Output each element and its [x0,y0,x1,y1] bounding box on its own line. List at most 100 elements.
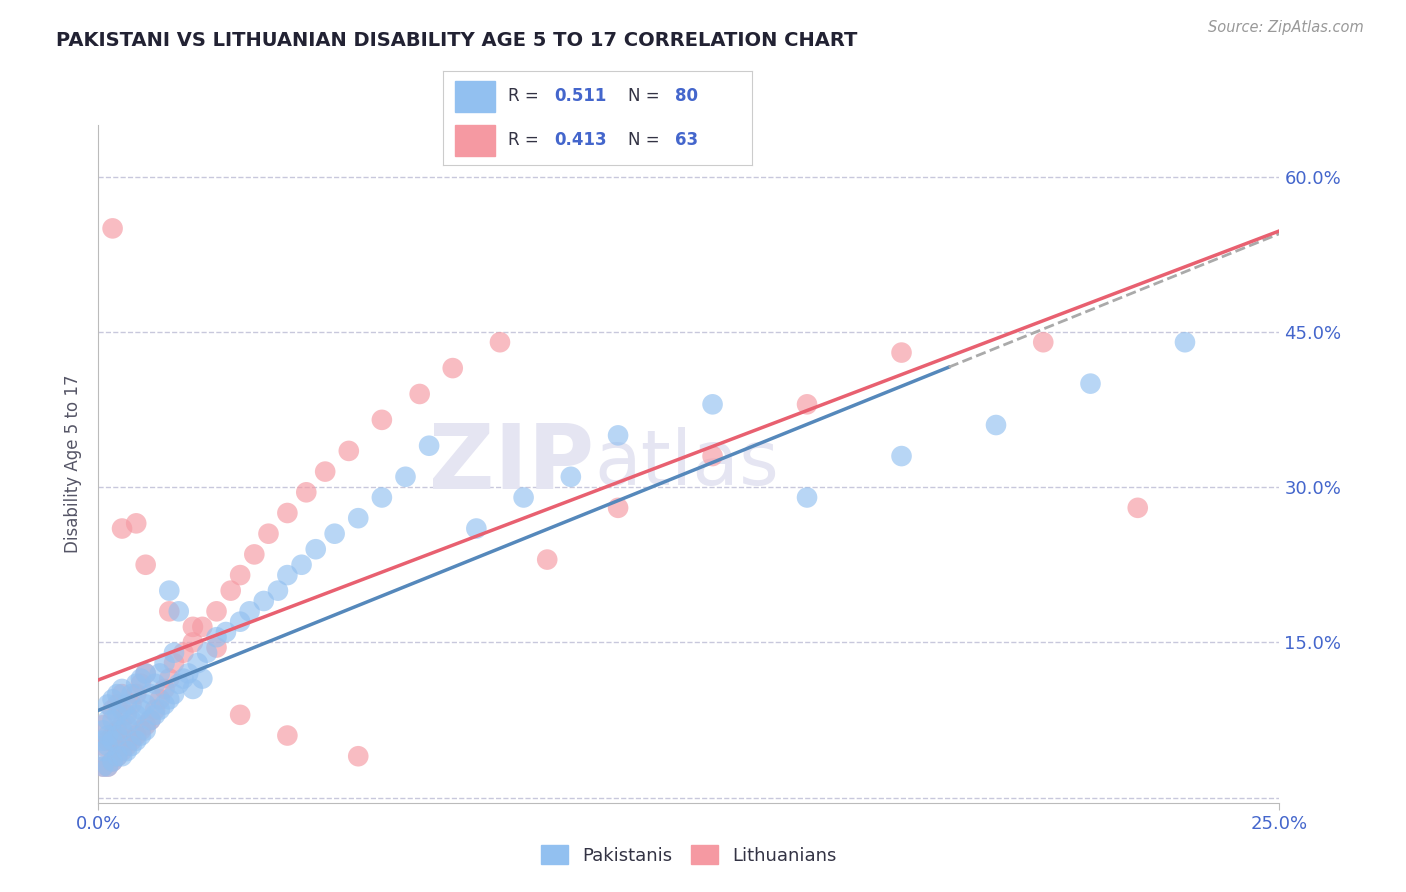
Point [1080,376,1102,391]
Text: 0.511: 0.511 [554,87,606,105]
Point [890,449,912,463]
Point [101,692,124,706]
Point [205,630,228,644]
Point [441,361,464,376]
Point [121,698,143,712]
Point [105,749,128,764]
Point [512,491,534,505]
Point [305,542,328,557]
Text: Source: ZipAtlas.com: Source: ZipAtlas.com [1208,20,1364,35]
Point [135,718,157,732]
Point [229,615,252,629]
Point [91,759,114,773]
Point [91,718,114,732]
Point [172,672,194,686]
Point [276,568,298,582]
Text: R =: R = [508,131,544,149]
Point [172,646,194,660]
Point [125,733,148,747]
Point [215,625,238,640]
Point [91,744,114,758]
Point [276,729,298,743]
Point [157,672,180,686]
Point [139,713,162,727]
Point [111,522,134,536]
Point [394,470,416,484]
Point [121,687,143,701]
Bar [456,81,495,112]
Point [129,703,152,717]
Point [191,620,214,634]
Point [163,646,186,660]
Point [111,681,134,696]
Point [371,491,394,505]
Point [135,666,157,681]
Point [243,548,266,562]
Point [153,681,176,696]
Point [101,733,124,747]
Point [163,687,186,701]
Point [290,558,312,572]
Point [205,604,228,618]
Point [143,707,166,722]
Point [181,620,204,634]
Point [97,733,120,747]
Point [105,707,128,722]
Point [257,526,280,541]
Point [115,718,138,732]
Point [267,583,290,598]
Point [796,491,818,505]
Point [129,672,152,686]
Point [91,739,114,753]
Point [276,506,298,520]
Point [560,470,582,484]
Point [337,443,360,458]
Point [115,744,138,758]
Point [115,739,138,753]
Point [105,723,128,738]
Point [125,677,148,691]
Point [91,733,114,747]
Point [135,723,157,738]
Point [229,568,252,582]
Point [125,687,148,701]
Point [347,511,370,525]
Text: atlas: atlas [595,427,779,500]
Point [984,417,1007,432]
Point [105,749,128,764]
Text: PAKISTANI VS LITHUANIAN DISABILITY AGE 5 TO 17 CORRELATION CHART: PAKISTANI VS LITHUANIAN DISABILITY AGE 5… [56,31,858,50]
Point [129,729,152,743]
Point [149,666,172,681]
Point [91,723,114,738]
Point [195,646,218,660]
Point [129,677,152,691]
Point [205,640,228,655]
Point [97,698,120,712]
Point [97,759,120,773]
Point [111,749,134,764]
Point [97,739,120,753]
Point [111,723,134,738]
Point [101,713,124,727]
Point [1126,500,1149,515]
Point [1174,335,1197,350]
Point [97,729,120,743]
Text: N =: N = [628,131,665,149]
Point [167,677,190,691]
Point [163,656,186,670]
Point [101,755,124,769]
Point [418,439,440,453]
Point [607,500,630,515]
Point [115,707,138,722]
Point [187,656,209,670]
Text: R =: R = [508,87,544,105]
Point [111,687,134,701]
Point [157,583,180,598]
Point [111,703,134,717]
Point [536,552,558,566]
Point [139,687,162,701]
Point [181,635,204,649]
Point [97,759,120,773]
Point [157,604,180,618]
Point [101,703,124,717]
